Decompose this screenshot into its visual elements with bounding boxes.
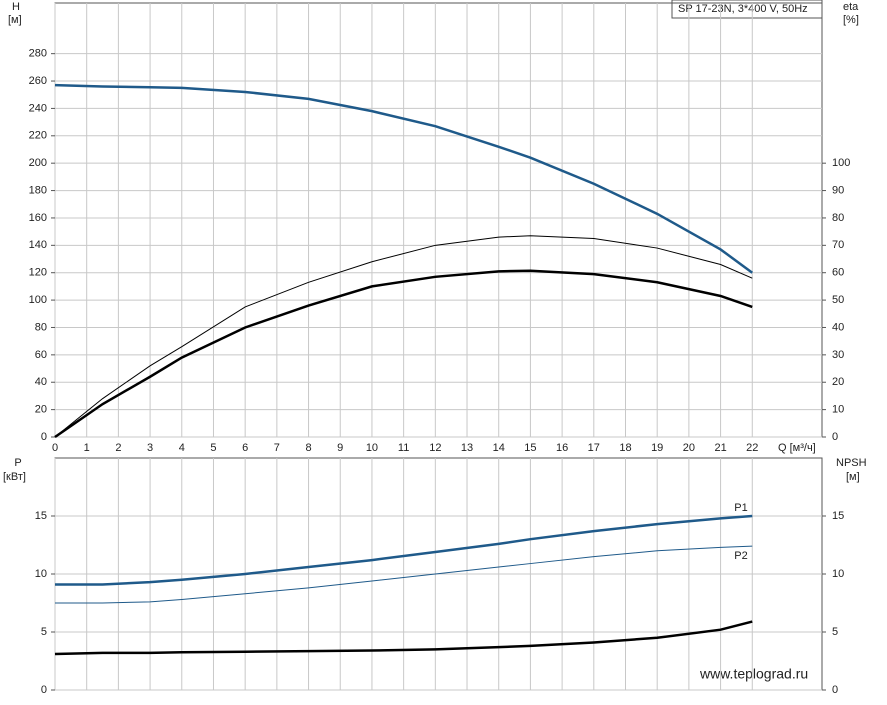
x-tick-label: 0 [52,442,58,454]
y-unit: [м] [8,14,22,26]
series-line [54,620,753,656]
x-tick-label: 10 [366,442,378,454]
y2-tick-label: 40 [832,321,844,333]
y-tick-label: 100 [29,294,47,306]
y2-unit: [м] [846,471,860,483]
x-tick-label: 18 [619,442,631,454]
x-tick-label: 16 [556,442,568,454]
y2-tick-label: 100 [832,157,850,169]
y2-tick-label: 0 [832,684,838,696]
x-tick-label: 12 [429,442,441,454]
y-tick-label: 120 [29,267,47,279]
x-tick-label: 3 [147,442,153,454]
x-tick-label: 19 [651,442,663,454]
y-tick-label: 180 [29,184,47,196]
x-tick-label: 1 [84,442,90,454]
x-tick-label: 17 [588,442,600,454]
x-tick-label: 11 [398,442,409,454]
y-label: P [14,457,21,469]
x-tick-label: 21 [714,442,726,454]
y2-tick-label: 0 [832,431,838,443]
series-line [54,83,754,274]
y-tick-label: 0 [41,431,47,443]
y-tick-label: 10 [35,568,47,580]
series-line [54,235,753,438]
y-tick-label: 200 [29,157,47,169]
y-tick-label: 280 [29,48,47,60]
y2-tick-label: 10 [832,404,844,416]
x-tick-label: 4 [179,442,185,454]
y2-unit: [%] [843,14,859,26]
y2-tick-label: 30 [832,349,844,361]
plot-frame [54,2,823,438]
y2-tick-label: 20 [832,376,844,388]
series-line [55,514,753,586]
y-tick-label: 260 [29,75,47,87]
x-label: Q [м³/ч] [778,442,816,454]
y-tick-label: 240 [29,102,47,114]
x-tick-label: 9 [337,442,343,454]
y-tick-label: 15 [35,510,47,522]
series-label: P1 [734,502,747,514]
y-tick-label: 60 [35,349,47,361]
y-tick-label: 220 [29,130,47,142]
y-tick-label: 40 [35,376,47,388]
x-tick-label: 20 [683,442,695,454]
y-label: H [12,1,20,13]
x-tick-label: 22 [746,442,758,454]
y2-tick-label: 15 [832,510,844,522]
chart-title: SP 17-23N, 3*400 V, 50Hz [678,3,808,15]
x-tick-label: 6 [242,442,248,454]
y-unit: [кВт] [3,471,26,483]
y2-tick-label: 70 [832,239,844,251]
y2-tick-label: 10 [832,568,844,580]
y-tick-label: 140 [29,239,47,251]
y2-label: NPSH [836,457,867,469]
y-tick-label: 80 [35,321,47,333]
watermark: www.teplograd.ru [699,666,808,682]
y2-tick-label: 5 [832,626,838,638]
x-tick-label: 7 [274,442,280,454]
y2-tick-label: 80 [832,212,844,224]
series-line [55,545,753,604]
x-tick-label: 13 [461,442,473,454]
y2-label: eta [843,1,859,13]
y-tick-label: 20 [35,404,47,416]
y2-tick-label: 50 [832,294,844,306]
y-tick-label: 160 [29,212,47,224]
y-tick-label: 0 [41,684,47,696]
x-tick-label: 5 [210,442,216,454]
x-tick-label: 14 [493,442,505,454]
x-tick-label: 2 [115,442,121,454]
x-tick-label: 15 [524,442,536,454]
series-label: P2 [734,550,747,562]
y-tick-label: 5 [41,626,47,638]
y2-tick-label: 90 [832,184,844,196]
y2-tick-label: 60 [832,267,844,279]
x-tick-label: 8 [305,442,311,454]
series-line [54,269,753,439]
